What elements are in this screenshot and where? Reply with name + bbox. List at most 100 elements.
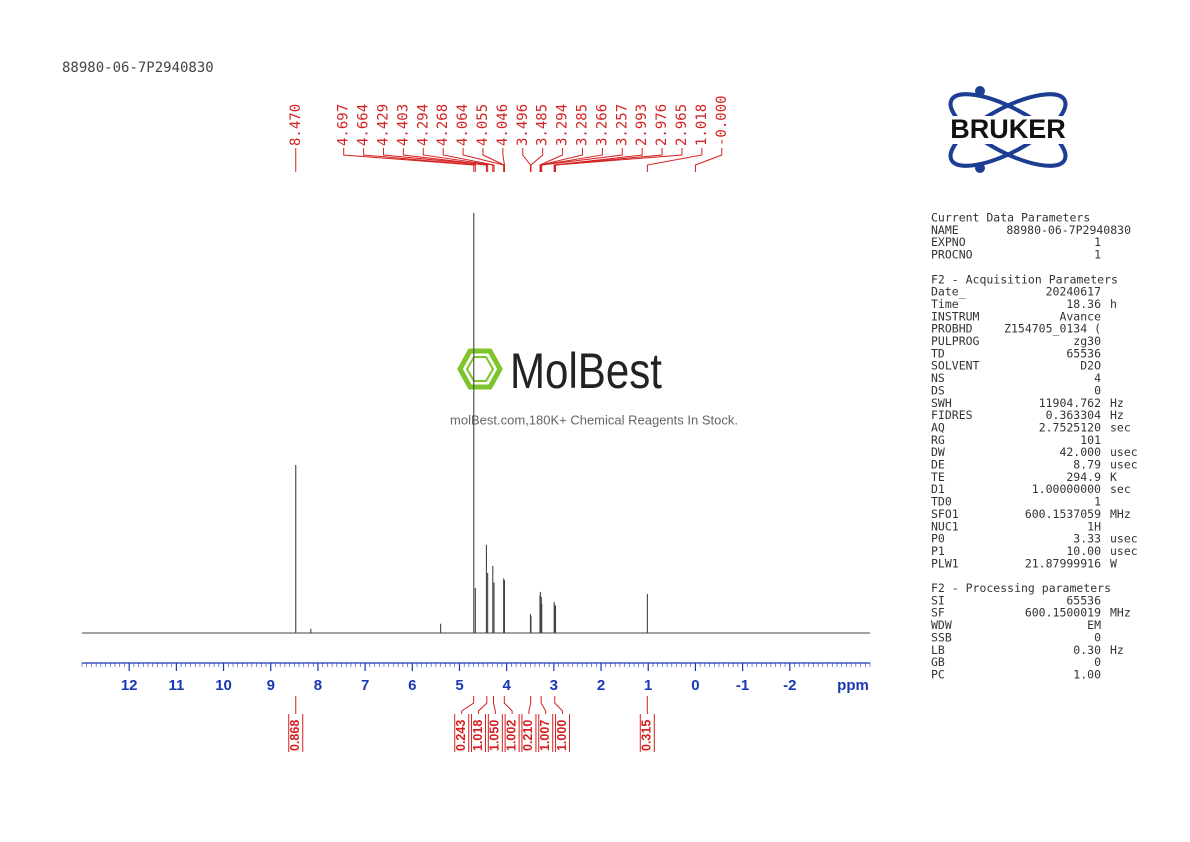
param-name: SFO1 <box>931 507 959 521</box>
param-unit: usec <box>1110 544 1138 558</box>
param-name: P0 <box>931 532 945 546</box>
integral-connector <box>492 696 496 714</box>
param-name: GB <box>931 655 945 669</box>
peak-label: 4.697 <box>336 104 352 146</box>
integral-label: 0.315 <box>640 720 654 751</box>
param-value: 11904.762 <box>1039 396 1101 410</box>
peak-label: 4.294 <box>415 104 431 146</box>
param-value: 3.33 <box>1073 532 1101 546</box>
peak-label: 4.403 <box>395 104 411 146</box>
param-name: DW <box>931 445 945 459</box>
param-value: 20240617 <box>1046 285 1101 299</box>
x-tick-label: -2 <box>783 677 796 694</box>
param-name: DE <box>931 458 945 472</box>
param-value: 0.363304 <box>1046 408 1101 422</box>
peak-connector <box>530 148 544 172</box>
watermark: MolBest molBest.com,180K+ Chemical Reage… <box>450 343 738 427</box>
param-name: SI <box>931 593 945 607</box>
peak-label: 2.965 <box>674 104 690 146</box>
peak-label: 2.993 <box>634 104 650 146</box>
param-section-title: F2 - Acquisition Parameters <box>931 272 1118 286</box>
peak-connector <box>522 148 531 172</box>
integral-label: 0.243 <box>454 720 468 751</box>
param-name: EXPNO <box>931 235 966 249</box>
param-value: 18.36 <box>1066 297 1101 311</box>
integral-label: 1.000 <box>555 720 569 751</box>
param-value: 65536 <box>1066 346 1101 360</box>
param-value: 0 <box>1094 383 1101 397</box>
peak-connector <box>422 148 494 172</box>
peak-label: 1.018 <box>694 104 710 146</box>
integral-connector <box>528 696 532 714</box>
logo-orbit <box>948 92 1068 168</box>
param-value: 1H <box>1087 519 1101 533</box>
peak-connector <box>442 148 495 172</box>
param-name: PROCNO <box>931 248 973 262</box>
watermark-tagline: molBest.com,180K+ Chemical Reagents In S… <box>450 412 738 427</box>
integral-label: 1.050 <box>488 720 502 751</box>
integral-bracket <box>555 714 571 752</box>
logo-dot <box>975 163 985 173</box>
param-name: P1 <box>931 544 945 558</box>
peak-label: 3.266 <box>594 104 610 146</box>
param-name: NAME <box>931 223 959 237</box>
param-value: 0.30 <box>1073 643 1101 657</box>
param-value: 10.00 <box>1066 544 1101 558</box>
param-name: LB <box>931 643 945 657</box>
integral-bracket <box>521 714 537 752</box>
param-name: WDW <box>931 618 952 632</box>
x-tick-label: 11 <box>168 677 184 694</box>
peak-label: -0.000 <box>714 95 730 146</box>
integral-bracket <box>538 714 554 752</box>
peak-connector <box>363 148 476 172</box>
integral-connector <box>554 696 564 714</box>
param-name: PC <box>931 667 945 681</box>
param-unit: MHz <box>1110 606 1131 620</box>
chart-title: 88980-06-7P2940830 <box>62 60 214 76</box>
peak-connector <box>694 148 723 172</box>
param-name: PLW1 <box>931 556 959 570</box>
param-name: SSB <box>931 630 952 644</box>
param-value: Avance <box>1059 309 1101 323</box>
param-name: FIDRES <box>931 408 973 422</box>
param-section-title: Current Data Parameters <box>931 211 1090 225</box>
param-name: TD <box>931 346 945 360</box>
x-tick-label: -1 <box>736 677 749 694</box>
bruker-logo: BRUKER <box>924 86 1092 173</box>
x-tick-label: 10 <box>215 677 232 694</box>
peak-label: 3.485 <box>535 104 551 146</box>
param-unit: sec <box>1110 420 1131 434</box>
param-value: 0 <box>1094 630 1101 644</box>
integral-bracket <box>471 714 487 752</box>
integral-connector <box>540 696 547 714</box>
param-name: AQ <box>931 420 945 434</box>
param-name: TD0 <box>931 495 952 509</box>
param-value: 8.79 <box>1073 458 1101 472</box>
integral-label: 0.210 <box>521 720 535 751</box>
param-value: 600.1500019 <box>1025 606 1101 620</box>
peak-connector <box>554 148 663 172</box>
param-value: zg30 <box>1073 334 1101 348</box>
x-tick-label: 12 <box>121 677 138 694</box>
peak-label: 8.470 <box>288 104 304 146</box>
param-name: DS <box>931 383 945 397</box>
integral-label: 1.002 <box>504 720 518 751</box>
param-unit: Hz <box>1110 643 1124 657</box>
integral-label: 0.868 <box>288 720 302 751</box>
param-value: 1 <box>1094 495 1101 509</box>
peak-label: 4.429 <box>375 104 391 146</box>
peak-connector <box>382 148 487 172</box>
peak-connector <box>539 148 564 172</box>
logo-orbit <box>948 92 1068 168</box>
peak-connector <box>502 148 506 172</box>
integral-label: 1.007 <box>538 720 552 751</box>
integral-connector <box>461 696 475 714</box>
param-value: 88980-06-7P2940830 <box>1006 223 1131 237</box>
peak-connector <box>539 148 583 172</box>
param-unit: usec <box>1110 532 1138 546</box>
peak-label: 3.285 <box>574 104 590 146</box>
x-tick-label: 9 <box>267 677 275 694</box>
